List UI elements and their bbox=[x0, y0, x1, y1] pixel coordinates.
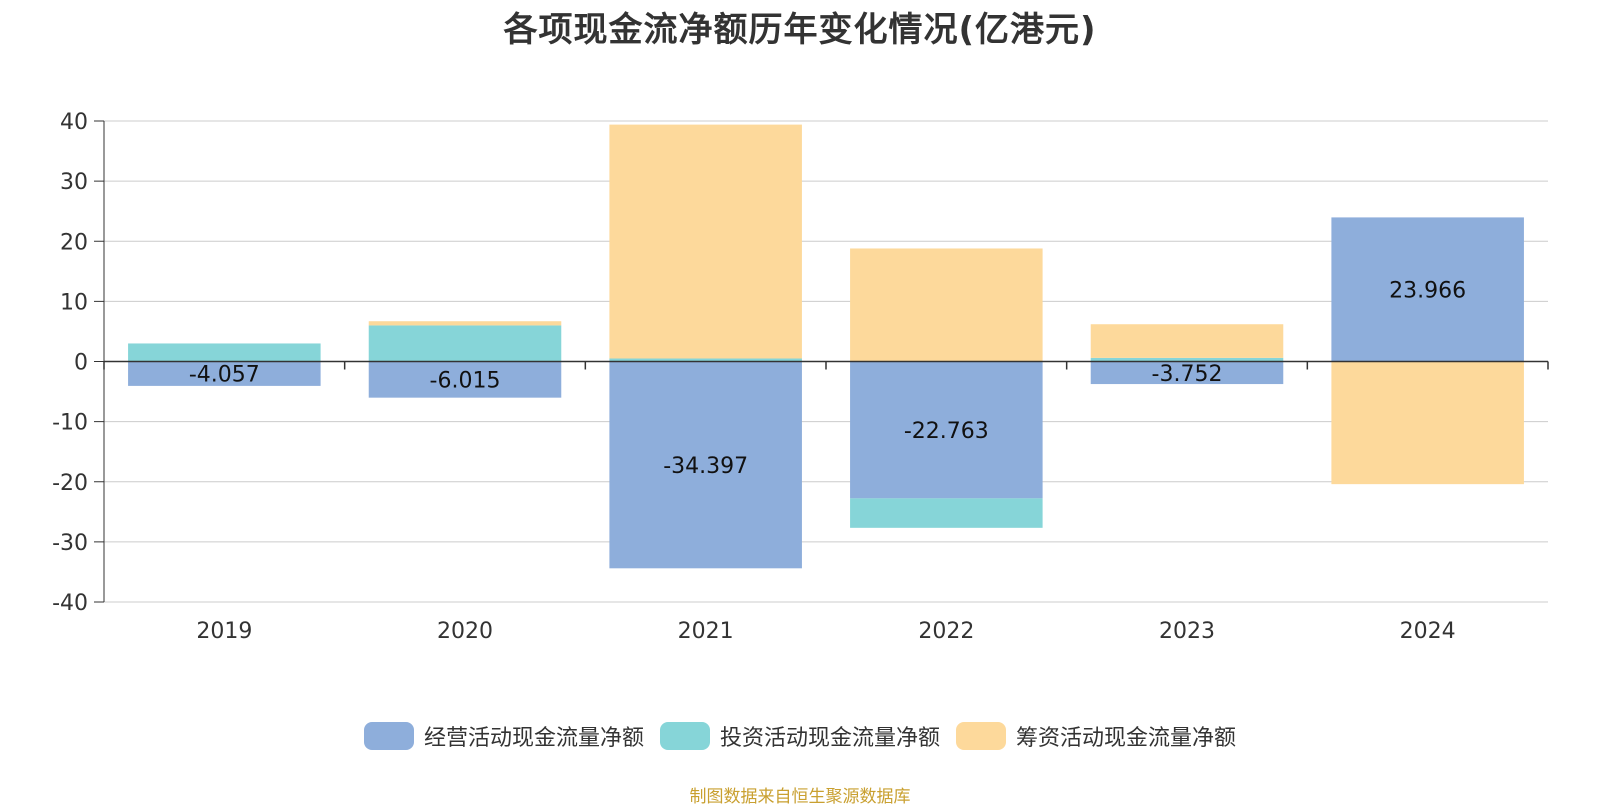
data-label: -6.015 bbox=[430, 369, 501, 394]
bar-financing-2020 bbox=[368, 321, 562, 326]
data-label: 23.966 bbox=[1389, 278, 1466, 303]
x-tick-label: 2020 bbox=[437, 619, 493, 644]
y-tick-label: 40 bbox=[60, 110, 88, 135]
bar-investing-2023 bbox=[1090, 357, 1284, 362]
legend-swatch-financing bbox=[956, 722, 1006, 750]
data-labels: -4.057 -6.015 -34.397 -22.763 -3.752 23.966 bbox=[189, 278, 1466, 478]
bar-investing-2021 bbox=[609, 358, 802, 362]
x-tick-label: 2023 bbox=[1159, 619, 1215, 644]
axes: 40 30 20 10 0 -10 -20 -30 -40 2019 2020 2021 2022 202… bbox=[52, 110, 1549, 644]
y-tick-label: 10 bbox=[60, 290, 88, 315]
bar-group bbox=[128, 124, 1524, 569]
y-tick-label: -30 bbox=[52, 531, 88, 556]
bar-investing-2019 bbox=[128, 343, 321, 362]
bar-operating-2020 bbox=[368, 361, 562, 398]
data-label: -4.057 bbox=[189, 363, 260, 388]
legend-swatch-investing bbox=[659, 722, 710, 750]
legend-label-investing: 投资活动现金流量净额 bbox=[719, 726, 940, 751]
x-tick-label: 2022 bbox=[918, 619, 974, 644]
bar-financing-2024 bbox=[1331, 361, 1524, 485]
bar-financing-2023 bbox=[1090, 324, 1284, 358]
legend-label-operating: 经营活动现金流量净额 bbox=[423, 726, 644, 751]
x-tick-label: 2019 bbox=[196, 619, 252, 644]
legend-swatch-operating bbox=[363, 722, 414, 750]
data-label: -22.763 bbox=[904, 419, 989, 444]
y-tick-label: -40 bbox=[52, 591, 88, 616]
bar-operating-2022 bbox=[850, 361, 1043, 499]
y-tick-label: 30 bbox=[60, 170, 88, 195]
y-tick-label: 20 bbox=[60, 230, 88, 255]
bar-investing-2020 bbox=[368, 325, 562, 362]
source-note: 制图数据来自恒生聚源数据库 bbox=[689, 787, 911, 807]
y-tick-label: -20 bbox=[52, 471, 88, 496]
legend-item-financing[interactable]: 筹资活动现金流量净额 bbox=[956, 720, 1236, 752]
chart-title: 各项现金流净额历年变化情况(亿港元) bbox=[503, 10, 1097, 50]
x-tick-label: 2024 bbox=[1400, 619, 1456, 644]
legend-label-financing: 筹资活动现金流量净额 bbox=[1016, 726, 1237, 751]
bar-financing-2021 bbox=[609, 124, 802, 359]
legend-item-operating[interactable]: 经营活动现金流量净额 bbox=[363, 720, 644, 752]
y-tick-label: -10 bbox=[52, 411, 88, 436]
bar-financing-2022 bbox=[850, 248, 1043, 362]
bar-operating-2023 bbox=[1090, 361, 1284, 385]
bar-operating-2019 bbox=[128, 361, 321, 386]
y-tick-label: 0 bbox=[74, 351, 88, 376]
bar-operating-2021 bbox=[609, 361, 802, 569]
data-label: -3.752 bbox=[1152, 362, 1223, 387]
bar-investing-2022 bbox=[850, 498, 1043, 528]
legend: 经营活动现金流量净额 投资活动现金流量净额 筹资活动现金流量净额 bbox=[0, 720, 1600, 752]
x-tick-label: 2021 bbox=[678, 619, 734, 644]
grid-lines bbox=[104, 120, 1548, 603]
bar-operating-2024 bbox=[1331, 217, 1524, 362]
chart-plot: 40 30 20 10 0 -10 -20 -30 -40 2019 2020 2021 2022 202… bbox=[52, 110, 1549, 644]
legend-item-investing[interactable]: 投资活动现金流量净额 bbox=[659, 720, 940, 752]
data-label: -34.397 bbox=[663, 454, 748, 479]
